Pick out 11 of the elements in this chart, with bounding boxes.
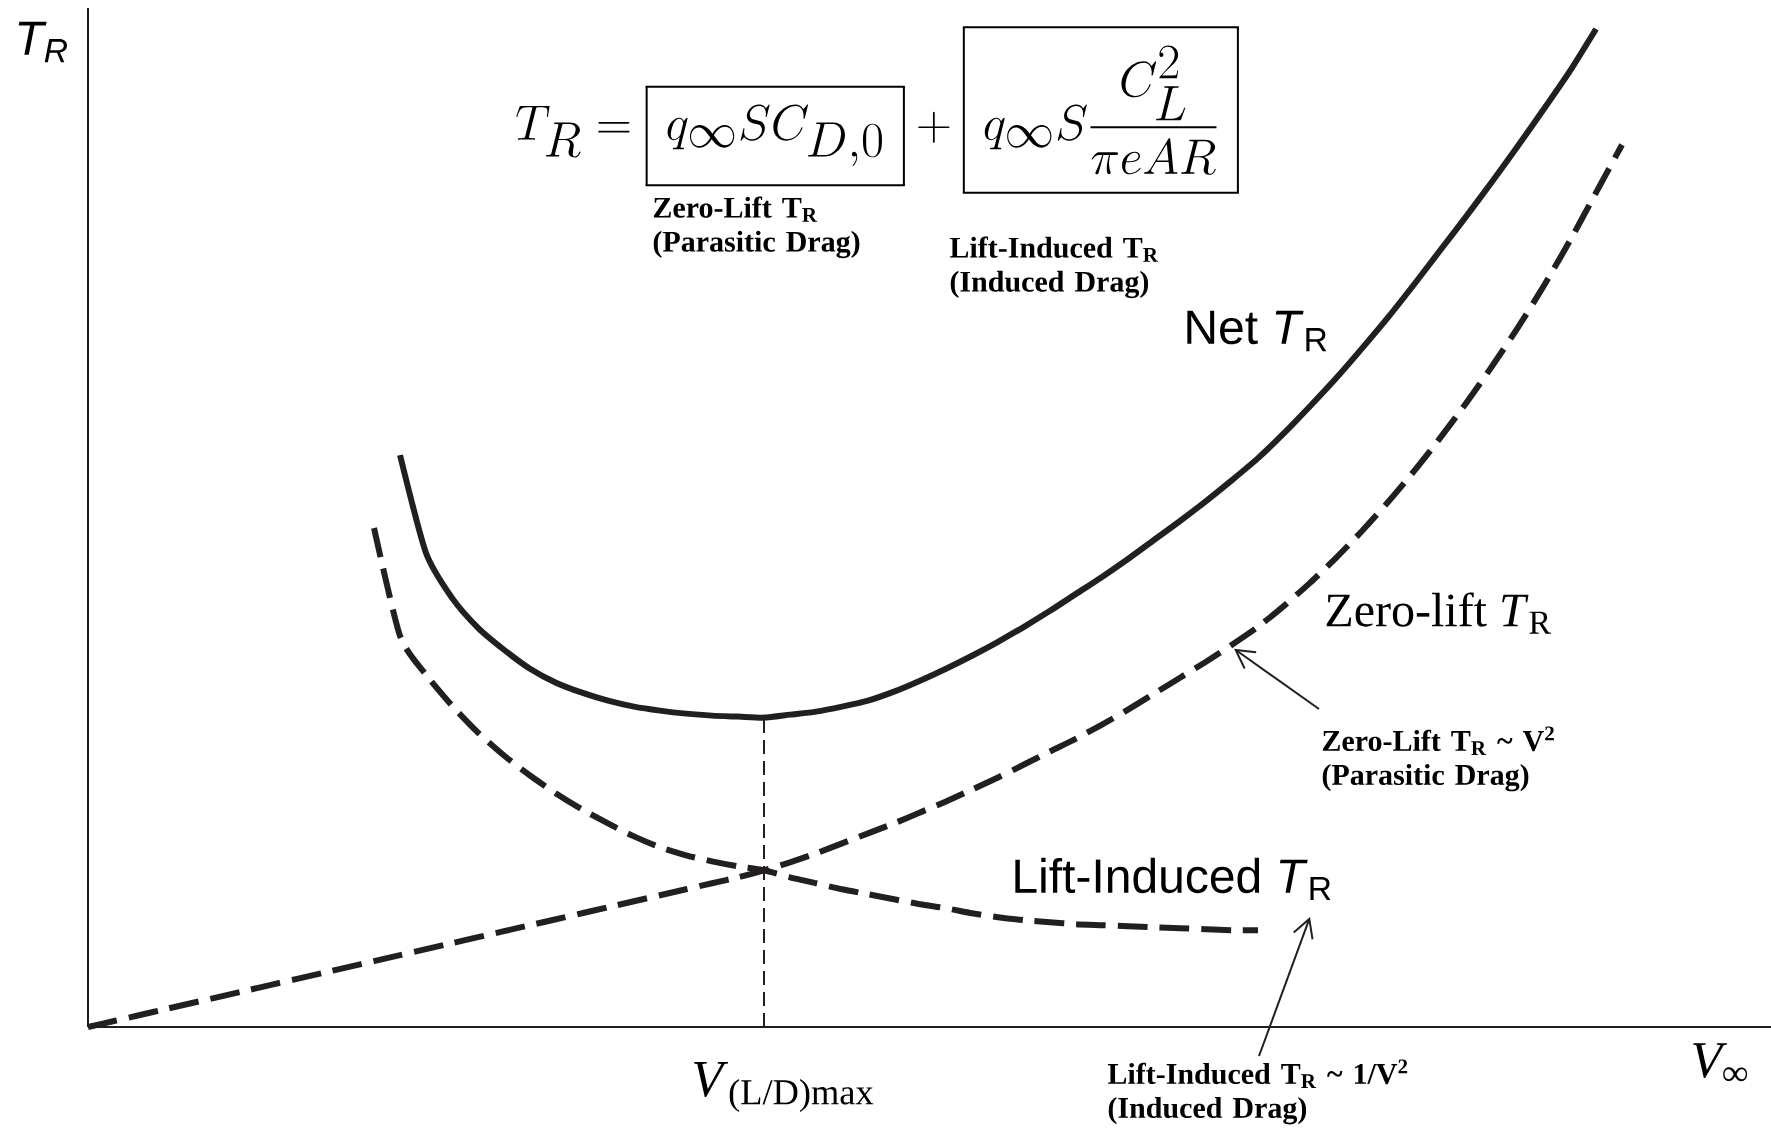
text: V$_{(L/D)max}$ bbox=[694, 1062, 874, 1112]
annotation: Lift-Induced T$_{R}$ (Induced Drag) bbox=[949, 236, 1159, 299]
annotation: $T_R = \boxed{q_\infty S C_{D,0}} + \boxed{q_\infty S \frac{C_L^2}{\pi e A R}}$ bbox=[516, 27, 1239, 193]
series-label: Net T$_{R}$ bbox=[1187, 310, 1327, 352]
y-axis-title: T$_{R}$ bbox=[18, 21, 67, 63]
series-label: Zero-lift T$_{R}$ bbox=[1326, 592, 1551, 634]
annotation: Zero-Lift T$_{R}$ (Parasitic Drag) bbox=[653, 196, 860, 259]
text: Lift-Induced T$_{R}$ ~ 1/V$^{2}$ (Induced Drag) bbox=[1107, 1059, 1408, 1125]
text: Zero-Lift T$_{R}$ ~ V$^{2}$ (Parasitic Drag) bbox=[1322, 726, 1554, 792]
series-label: Lift-Induced T$_{R}$ bbox=[1015, 857, 1331, 901]
x-axis-title: V$_{∞}$ bbox=[1693, 1043, 1748, 1082]
